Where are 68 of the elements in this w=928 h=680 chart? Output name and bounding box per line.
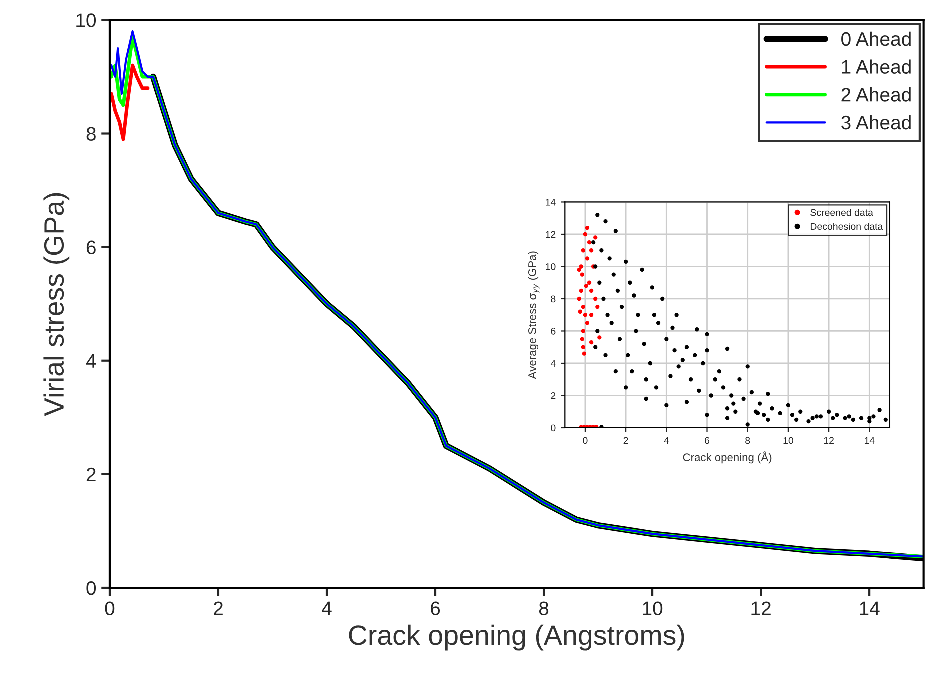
y-tick-label: 4	[550, 360, 556, 368]
point	[594, 296, 598, 302]
x-tick-label: 12	[752, 602, 771, 616]
y-tick-label: 0	[551, 424, 556, 432]
point	[596, 304, 600, 310]
legend-label: Screened data	[810, 209, 874, 216]
point	[581, 248, 586, 253]
y-axis-title: Virial stress (GPa)	[44, 193, 70, 416]
point	[598, 336, 602, 340]
x-tick-label: 8	[746, 437, 750, 444]
x-tick-label: 14	[864, 437, 875, 444]
point	[581, 345, 586, 350]
y-tick-label: 2	[551, 392, 556, 400]
point	[585, 256, 590, 261]
point	[579, 288, 584, 294]
point	[577, 296, 582, 302]
point	[582, 352, 587, 356]
x-tick-label: 0	[583, 437, 588, 444]
y-tick-label: 8	[86, 127, 96, 141]
y-tick-label: 10	[546, 263, 556, 270]
legend-label: 1 Ahead	[842, 60, 911, 74]
legend-label: 3 Ahead	[842, 115, 911, 130]
x-tick-label: 10	[643, 602, 663, 616]
x-tick-label: 6	[431, 602, 440, 616]
y-tick-label: 14	[546, 199, 556, 206]
x-tick-label: 2	[214, 602, 223, 616]
point	[580, 272, 584, 277]
point	[589, 288, 594, 294]
y-tick-label: 4	[86, 354, 96, 368]
line-series	[110, 64, 150, 142]
y-tick-label: 12	[546, 231, 556, 238]
y-tick-label: 2	[86, 468, 96, 482]
legend-label: 2 Ahead	[842, 88, 911, 102]
point	[587, 240, 592, 245]
point	[585, 226, 590, 230]
y-tick-label: 6	[86, 240, 96, 255]
x-tick-label: 0	[105, 602, 115, 616]
y-tick-label: 0	[86, 581, 96, 596]
point	[581, 329, 586, 334]
point	[577, 268, 582, 272]
x-tick-label: 12	[824, 437, 834, 444]
point	[583, 313, 588, 318]
point	[579, 264, 584, 269]
point	[580, 337, 584, 342]
point	[583, 232, 588, 237]
x-axis-title: Crack opening (Angstroms)	[349, 624, 684, 651]
x-tick-label: 4	[322, 602, 332, 616]
point	[594, 236, 598, 240]
point	[587, 280, 592, 285]
y-tick-label: 10	[76, 14, 96, 28]
y-tick-label: 8	[551, 296, 556, 303]
legend-label: 0 Ahead	[842, 32, 911, 46]
y-tick-label: 6	[551, 328, 556, 335]
x-tick-label: 4	[664, 437, 670, 444]
x-axis-title: Crack opening (Å)	[683, 452, 772, 464]
point	[589, 313, 594, 318]
point	[581, 304, 586, 310]
legend-label: Decohesion data	[810, 222, 884, 230]
point	[589, 248, 594, 253]
point	[578, 310, 582, 314]
x-tick-label: 14	[860, 602, 880, 616]
x-tick-label: 2	[624, 437, 628, 444]
point	[589, 340, 594, 345]
point	[584, 284, 589, 288]
point	[585, 321, 590, 326]
y-axis-title: Average Stress σ$_{yy}$ (GPa)	[528, 252, 540, 380]
x-tick-label: 6	[705, 437, 710, 444]
x-tick-label: 10	[784, 437, 794, 444]
